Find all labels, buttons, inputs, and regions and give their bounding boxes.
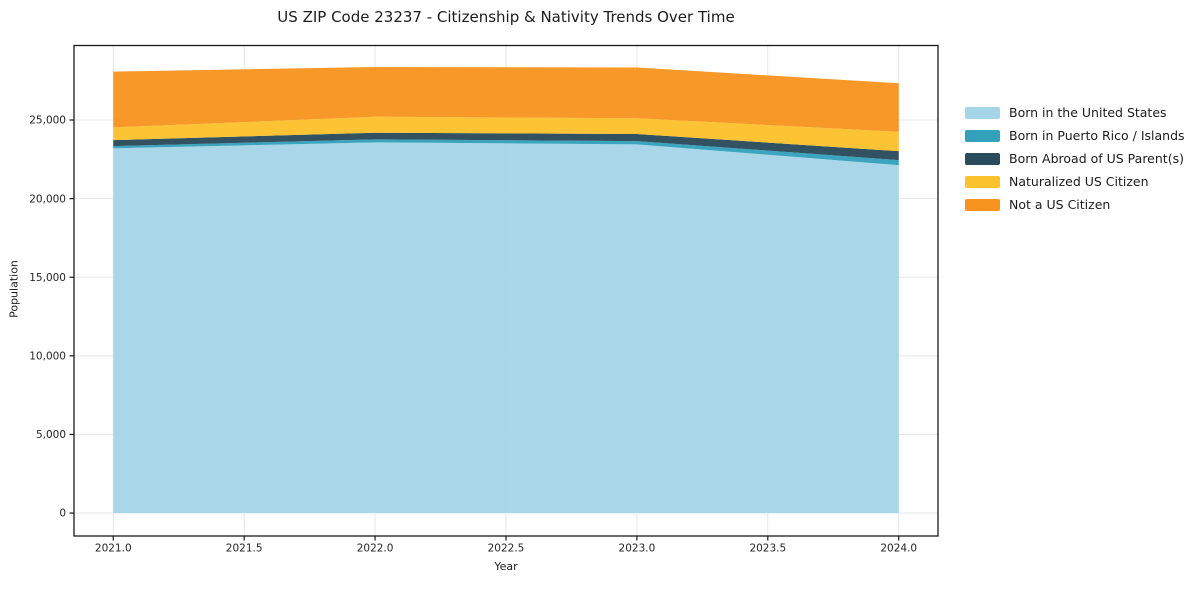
area-series-0 [113,142,899,514]
area-series-3 [113,116,899,152]
y-tick-label: 0 [59,508,66,520]
x-tick-label: 2022.5 [488,543,525,555]
legend-label: Not a US Citizen [1009,197,1111,212]
legend-swatch [965,129,1000,142]
x-tick-label: 2022.0 [357,543,394,555]
x-tick-label: 2024.0 [880,543,917,555]
area-series-2 [113,132,899,161]
y-tick-label: 20,000 [29,193,66,205]
y-tick-label: 10,000 [29,351,66,363]
y-tick-label: 15,000 [29,272,66,284]
x-tick-label: 2021.0 [95,543,132,555]
y-tick-label: 25,000 [29,115,66,127]
legend-item: Born Abroad of US Parent(s) [965,147,1185,170]
legend-swatch [965,198,1000,211]
legend-label: Born Abroad of US Parent(s) [1009,151,1184,166]
x-tick-label: 2023.5 [749,543,786,555]
area-series-1 [113,139,899,166]
legend-swatch [965,152,1000,165]
legend-swatch [965,175,1000,188]
legend-label: Born in the United States [1009,105,1167,120]
legend: Born in the United States Born in Puerto … [965,101,1185,216]
x-tick-label: 2021.5 [226,543,263,555]
legend-item: Naturalized US Citizen [965,170,1185,193]
area-series-4 [113,67,899,132]
legend-item: Born in the United States [965,101,1185,124]
y-tick-label: 5,000 [36,429,66,441]
legend-swatch [965,106,1000,119]
x-tick-label: 2023.0 [619,543,656,555]
chart-title: US ZIP Code 23237 - Citizenship & Nativi… [277,8,735,26]
legend-label: Born in Puerto Rico / Islands [1009,128,1185,143]
legend-label: Naturalized US Citizen [1009,174,1149,189]
x-axis-label: Year [494,560,518,573]
legend-item: Not a US Citizen [965,193,1185,216]
legend-item: Born in Puerto Rico / Islands [965,124,1185,147]
